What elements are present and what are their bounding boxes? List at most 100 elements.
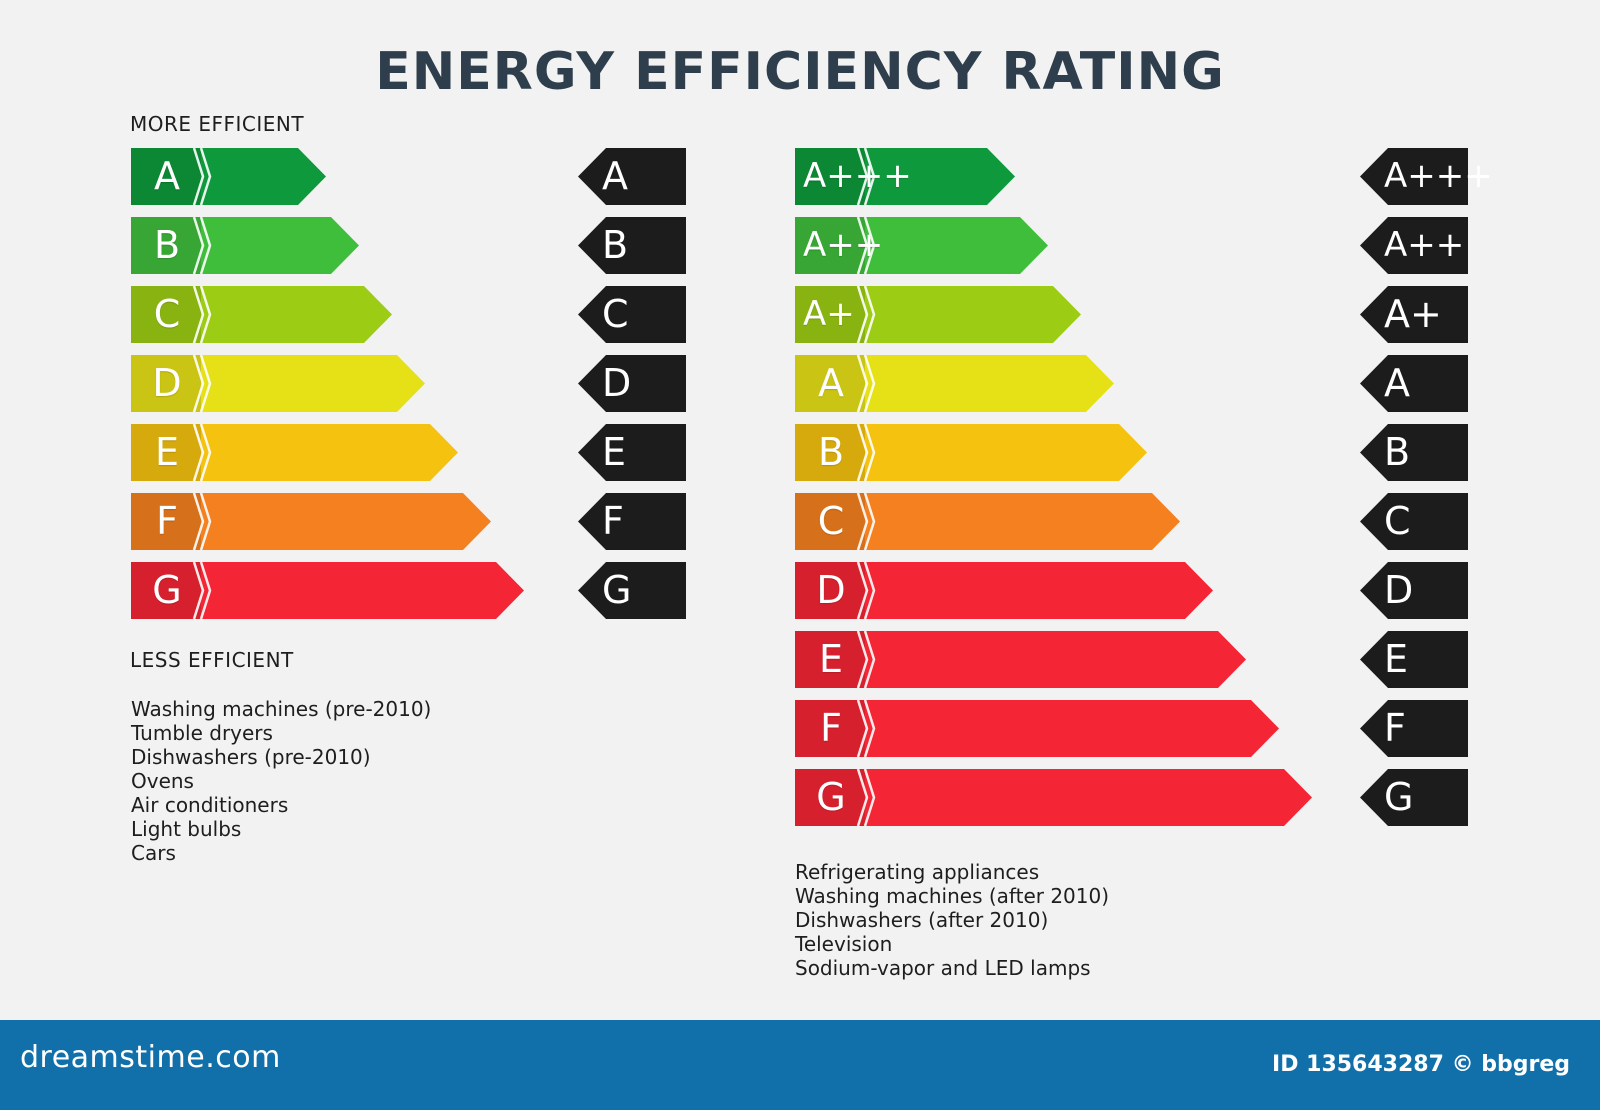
rating-bar: D [795, 561, 1213, 620]
rating-bar-fill [795, 424, 1147, 481]
rating-tag: C [1360, 493, 1468, 550]
rating-tag-label: G [1384, 775, 1414, 819]
rating-bar-label: F [820, 706, 842, 750]
rating-bar-label-area [795, 424, 865, 481]
chevron-icon [191, 492, 213, 551]
rating-bar-fill [795, 493, 1180, 550]
rating-bar: F [131, 492, 491, 551]
chevron-icon [191, 354, 213, 413]
right-rating-scale: A+++ A++ A+ A B C D E F G [795, 147, 1312, 827]
rating-bar-label: D [816, 568, 846, 612]
rating-bar: A [131, 147, 326, 206]
chevron-icon [855, 285, 877, 344]
rating-bar-fill [795, 355, 1114, 412]
rating-bar-label-area [131, 493, 201, 550]
application-item: Cars [131, 841, 176, 865]
rating-bar-fill [131, 493, 491, 550]
rating-bar-label: G [152, 568, 182, 612]
rating-bar-label-area [795, 769, 865, 826]
rating-bar: A [795, 354, 1114, 413]
rating-bar-label: A+ [803, 294, 855, 334]
rating-tag-label: C [1384, 499, 1411, 543]
brand-logo[interactable]: dreamstime.com [20, 1040, 281, 1075]
rating-bar: B [131, 216, 359, 275]
rating-tag-label: A+++ [1384, 156, 1493, 196]
rating-tag: A+++ [1360, 148, 1493, 205]
image-credit: ID 135643287 © bbgreg [1272, 1052, 1570, 1077]
rating-bar-label-area [131, 562, 201, 619]
chevron-icon [855, 147, 877, 206]
rating-bar-label: G [816, 775, 846, 819]
rating-bar-fill [131, 148, 326, 205]
rating-tag: F [1360, 700, 1468, 757]
rating-bar-label-area [131, 424, 201, 481]
rating-bar-label: A [154, 154, 180, 198]
rating-bar-label: A+++ [803, 156, 912, 196]
application-item: Washing machines (pre-2010) [131, 697, 432, 721]
right-applications-list: Refrigerating appliances Washing machines… [795, 860, 1109, 980]
rating-bar-label: B [817, 430, 845, 474]
rating-bar-label: E [154, 430, 179, 474]
rating-bar-label-area [131, 355, 201, 412]
footer-bar: dreamstime.com ID 135643287 © bbgreg [0, 1020, 1600, 1110]
rating-bar-fill [131, 355, 425, 412]
more-efficient-caption: MORE EFFICIENT [130, 112, 305, 136]
chevron-icon [191, 423, 213, 482]
rating-tag-label: A+ [1384, 292, 1442, 336]
rating-tag-label: B [602, 223, 629, 267]
rating-bar-label: F [156, 499, 178, 543]
rating-bar-fill [795, 700, 1279, 757]
chevron-icon [855, 630, 877, 689]
rating-tag: C [578, 286, 686, 343]
rating-tag: B [1360, 424, 1468, 481]
rating-tag: A [1360, 355, 1468, 412]
chevron-icon [191, 285, 213, 344]
rating-tag: D [1360, 562, 1468, 619]
rating-tag-label: C [602, 292, 629, 336]
chevron-icon [191, 147, 213, 206]
rating-bar-fill [131, 217, 359, 274]
rating-tag: E [578, 424, 686, 481]
rating-bar-label-area [131, 148, 201, 205]
application-item: Tumble dryers [131, 721, 273, 745]
rating-bar-label: D [152, 361, 182, 405]
rating-bar-label-area [795, 631, 865, 688]
application-item: Air conditioners [131, 793, 289, 817]
rating-bar-label-area [795, 493, 865, 550]
rating-bar-label-area [795, 700, 865, 757]
rating-bar: A++ [795, 216, 1048, 275]
application-item: Television [795, 932, 893, 956]
chevron-icon [855, 423, 877, 482]
rating-tag: E [1360, 631, 1468, 688]
chevron-icon [191, 216, 213, 275]
chevron-icon [855, 354, 877, 413]
rating-tag-label: A++ [1384, 225, 1465, 265]
page-title: ENERGY EFFICIENCY RATING [375, 42, 1225, 102]
rating-bar-label: A [818, 361, 844, 405]
rating-bar-label: A++ [803, 225, 884, 265]
chevron-icon [855, 561, 877, 620]
rating-tag-label: F [1384, 706, 1406, 750]
chevron-icon [855, 216, 877, 275]
rating-bar: D [131, 354, 425, 413]
rating-tag: G [578, 562, 686, 619]
rating-bar: G [131, 561, 524, 620]
chevron-icon [191, 561, 213, 620]
application-item: Washing machines (after 2010) [795, 884, 1110, 908]
left-applications-list: Washing machines (pre-2010) Tumble dryers… [131, 697, 431, 865]
rating-bar-label-area [795, 355, 865, 412]
rating-tag-label: A [1384, 361, 1410, 405]
less-efficient-caption: LESS EFFICIENT [130, 648, 294, 672]
rating-bar-label-area [795, 217, 865, 274]
rating-bar-label: C [153, 292, 181, 336]
chevron-icon [855, 492, 877, 551]
rating-bar-label-area [131, 217, 201, 274]
rating-bar: C [131, 285, 392, 344]
right-tag-column: A+++ A++ A+ A B C D E F G [1360, 148, 1493, 826]
application-item: Ovens [131, 769, 194, 793]
rating-bar: C [795, 492, 1180, 551]
rating-tag-label: D [602, 361, 632, 405]
rating-bar: A+ [795, 285, 1081, 344]
rating-bar: E [795, 630, 1246, 689]
